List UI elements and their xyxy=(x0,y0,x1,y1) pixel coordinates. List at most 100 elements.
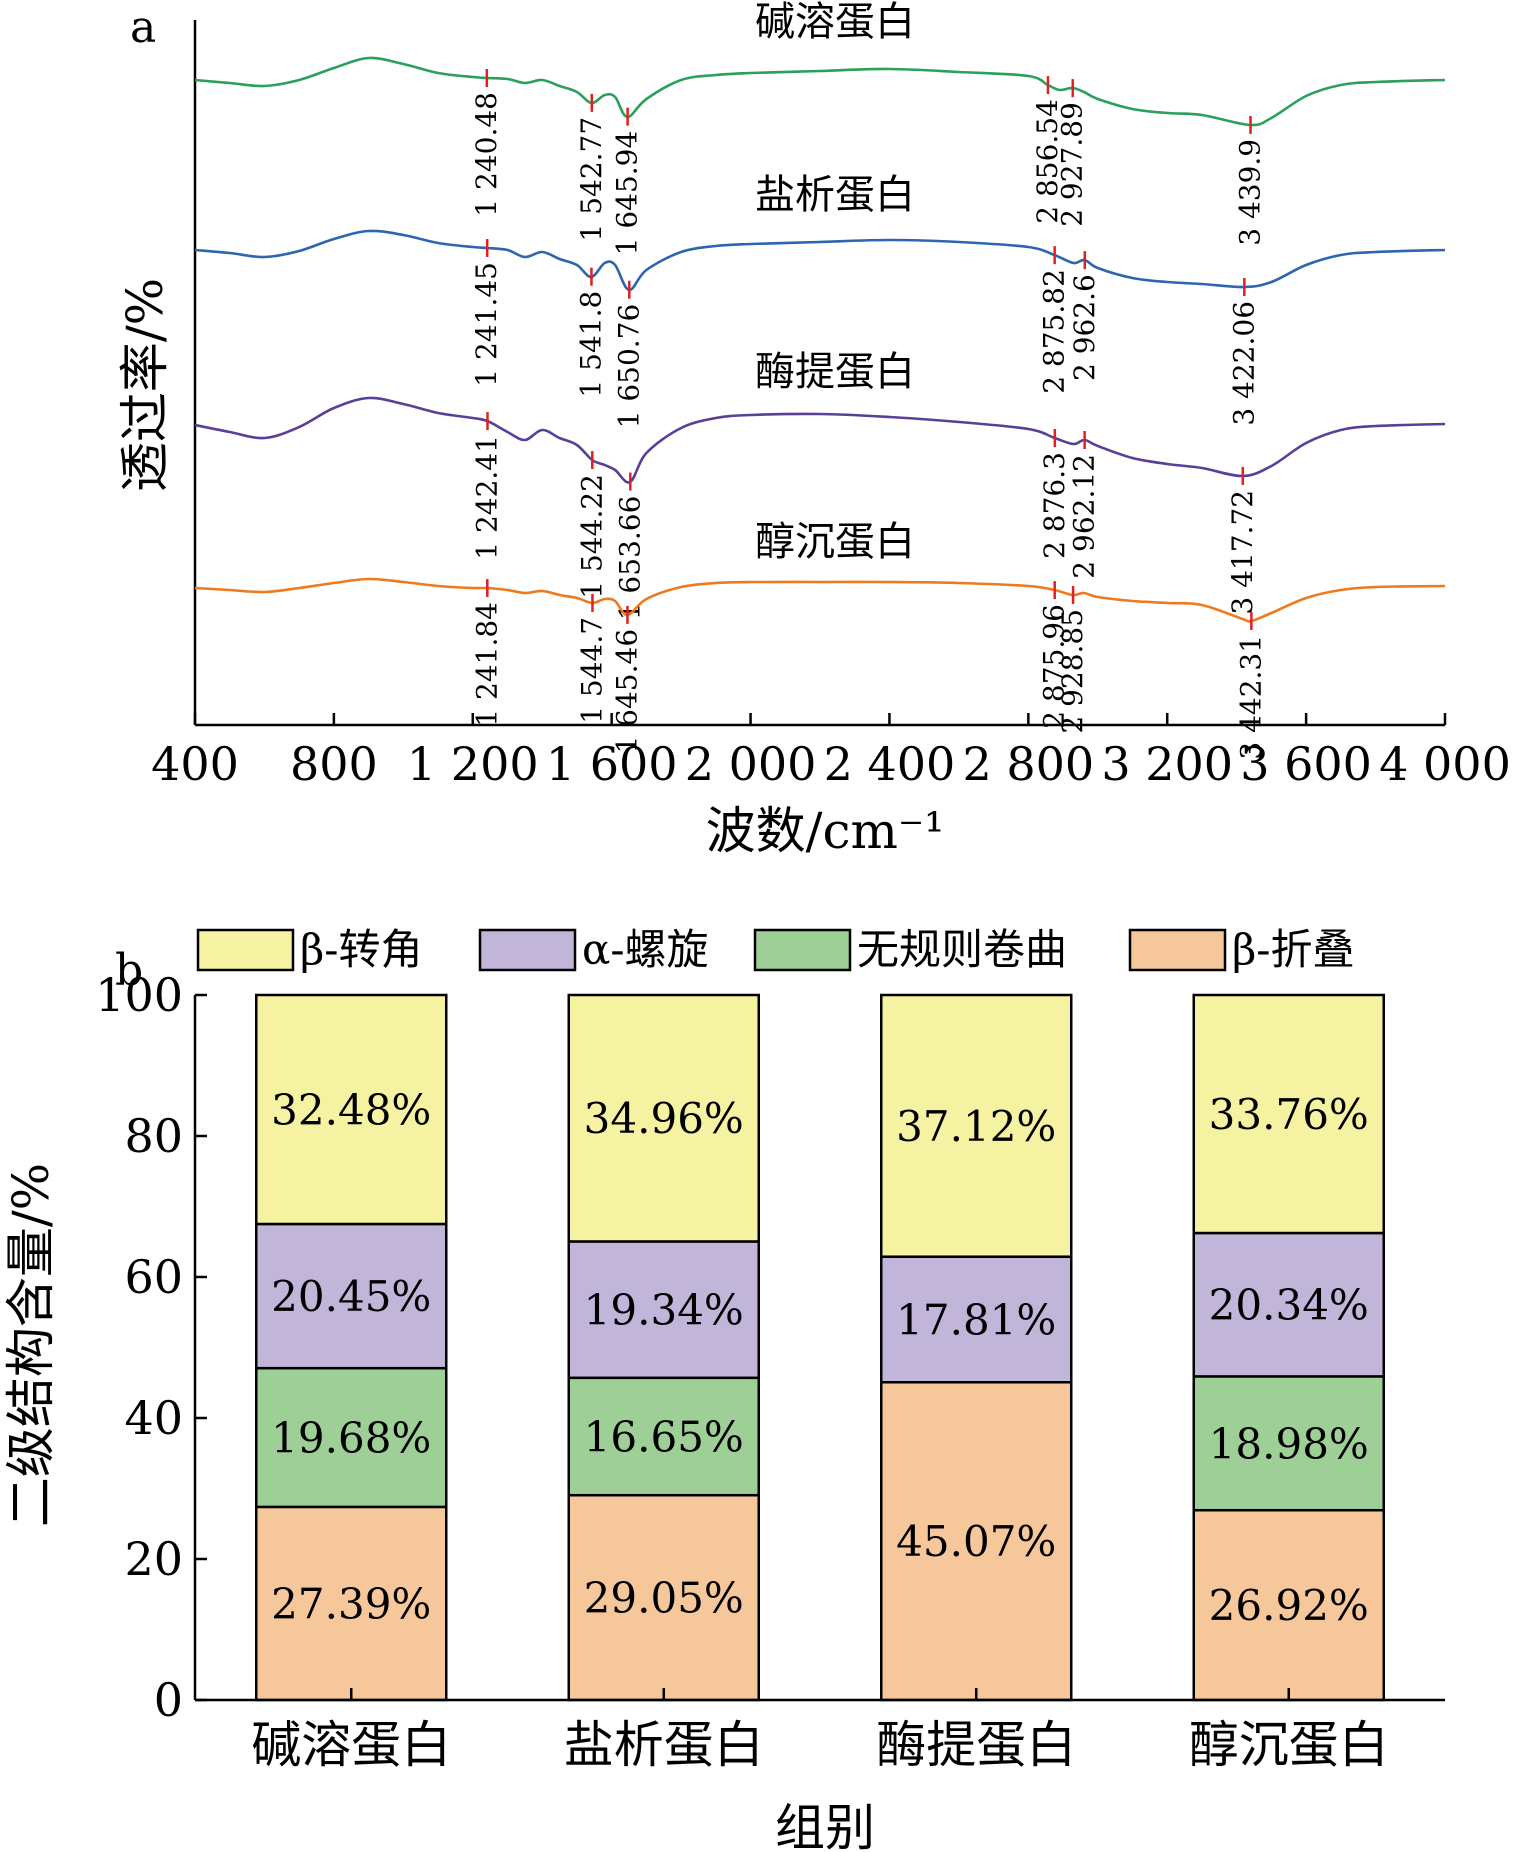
bar-stack-4: 26.92% 18.98% 20.34% 33.76% 醇沉蛋白 xyxy=(1189,993,1389,1774)
bar-segment xyxy=(1192,1508,1385,1702)
ftir-x-ticks: 400 800 1 200 1 600 2 000 2 400 2 800 3 200 3 60… xyxy=(151,713,1511,791)
ftir-x-tick-label: 400 xyxy=(151,737,239,791)
bar-value-label: 32.48% xyxy=(271,1085,431,1134)
legend-label: β-折叠 xyxy=(1232,925,1354,974)
legend-swatch xyxy=(478,928,577,972)
bar-y-axis-label: 二级结构含量/% xyxy=(2,1163,60,1527)
bar-segment xyxy=(255,1222,448,1370)
bar-y-tick-label: 0 xyxy=(154,1673,183,1727)
bar-y-tick-label: 80 xyxy=(124,1109,183,1163)
ftir-peak-label: 1 241.84 xyxy=(470,602,503,727)
bar-value-label: 45.07% xyxy=(896,1517,1056,1566)
ftir-peak-label: 2 927.89 xyxy=(1056,102,1089,227)
bar-segment xyxy=(880,1255,1073,1384)
ftir-peak-label: 1 240.48 xyxy=(470,92,503,217)
bar-stack-1: 27.39% 19.68% 20.45% 32.48% 碱溶蛋白 xyxy=(251,993,451,1774)
bar-y-tick-label: 60 xyxy=(124,1250,183,1304)
legend-label: β-转角 xyxy=(300,925,422,974)
bar-segment xyxy=(567,1376,760,1497)
ftir-peak-label: 1 645.46 xyxy=(610,629,643,754)
bar-value-label: 34.96% xyxy=(584,1094,744,1143)
ftir-peak-label: 2 875.82 xyxy=(1038,269,1071,394)
ftir-series-3: 酶提蛋白 1 242.41 1 544.22 1 653.66 2 876.32 962… xyxy=(194,349,1446,621)
ftir-peak-label: 1 542.77 xyxy=(575,117,608,242)
ftir-x-tick-label: 3 600 xyxy=(1240,737,1372,791)
ftir-peak-label: 2 928.85 xyxy=(1056,609,1089,734)
ftir-peak-label: 3 439.9 xyxy=(1234,139,1267,246)
bar-value-label: 17.81% xyxy=(896,1295,1056,1344)
ftir-peak-label: 2 856.54 xyxy=(1031,99,1064,224)
ftir-trace-line xyxy=(194,229,1446,292)
bar-y-tick-label: 40 xyxy=(124,1391,183,1445)
bar-segment xyxy=(567,993,760,1243)
ftir-series-2: 盐析蛋白 1 241.45 1 541.8 1 650.76 2 875.822 962… xyxy=(194,172,1446,429)
legend-label: 无规则卷曲 xyxy=(857,925,1067,974)
ftir-peak-label: 3 422.06 xyxy=(1227,301,1260,426)
ftir-trace-title: 酶提蛋白 xyxy=(755,349,915,395)
ftir-peak-label: 1 650.76 xyxy=(612,304,645,429)
ftir-x-tick-label: 3 200 xyxy=(1101,737,1233,791)
ftir-peak-label: 1 242.41 xyxy=(471,435,504,560)
bar-stack-3: 45.07% 17.81% 37.12% 酶提蛋白 xyxy=(876,993,1076,1774)
bar-value-label: 20.45% xyxy=(271,1272,431,1321)
legend-swatch xyxy=(196,928,295,972)
bar-stack-2: 29.05% 16.65% 19.34% 34.96% 盐析蛋白 xyxy=(564,993,764,1774)
bar-category-label: 盐析蛋白 xyxy=(564,1716,764,1774)
ftir-x-tick-label: 1 200 xyxy=(407,737,539,791)
ftir-y-axis-label: 透过率/% xyxy=(116,278,174,492)
bar-segment xyxy=(255,1366,448,1509)
bar-category-label: 醇沉蛋白 xyxy=(1189,1716,1389,1774)
bar-x-axis-label: 组别 xyxy=(775,1799,875,1852)
panel-label-b: b xyxy=(115,945,143,996)
stacked-bars: 27.39% 19.68% 20.45% 32.48% 碱溶蛋白 29.05% 16.65%… xyxy=(251,993,1389,1774)
ftir-peak-label: 1 653.66 xyxy=(613,496,646,621)
bar-value-label: 26.92% xyxy=(1209,1581,1369,1630)
ftir-trace-line xyxy=(194,396,1446,484)
ftir-trace-title: 醇沉蛋白 xyxy=(755,519,915,565)
bar-category-label: 碱溶蛋白 xyxy=(251,1716,451,1774)
bar-category-label: 酶提蛋白 xyxy=(876,1716,1076,1774)
ftir-peak-label: 3 442.31 xyxy=(1234,635,1267,760)
ftir-peak-label: 1 544.7 xyxy=(575,617,608,724)
panel-label-a: a xyxy=(130,2,156,53)
ftir-peak-label: 1 544.22 xyxy=(575,474,608,599)
bar-segment xyxy=(567,1240,760,1380)
bar-value-label: 18.98% xyxy=(1209,1419,1369,1468)
legend-label: α-螺旋 xyxy=(582,925,709,974)
legend-swatch xyxy=(753,928,852,972)
ftir-trace-title: 盐析蛋白 xyxy=(755,172,915,218)
ftir-series-4: 醇沉蛋白 1 241.84 1 544.7 1 645.46 2 875.962 928… xyxy=(194,519,1446,760)
ftir-trace-title: 碱溶蛋白 xyxy=(755,0,915,45)
bar-value-label: 19.68% xyxy=(271,1414,431,1463)
bar-y-tick-label: 20 xyxy=(124,1532,183,1586)
ftir-peak-label: 2 962.12 xyxy=(1068,454,1101,579)
ftir-x-axis-label: 波数/cm⁻¹ xyxy=(706,802,945,860)
ftir-peak-label: 1 645.94 xyxy=(611,131,644,256)
bar-value-label: 20.34% xyxy=(1209,1281,1369,1330)
ftir-axes xyxy=(193,20,1445,727)
bar-segment xyxy=(567,1493,760,1702)
bar-value-label: 33.76% xyxy=(1209,1090,1369,1139)
ftir-peak-label: 2 876.3 xyxy=(1038,452,1071,559)
ftir-x-tick-label: 2 800 xyxy=(962,737,1094,791)
ftir-peak-label: 1 541.8 xyxy=(574,291,607,398)
bar-segment xyxy=(1192,1375,1385,1512)
bar-y-tick-label: 100 xyxy=(95,968,183,1022)
bar-value-label: 29.05% xyxy=(584,1574,744,1623)
ftir-x-tick-label: 1 600 xyxy=(546,737,678,791)
bar-axes: 0 20 40 60 80 100 xyxy=(95,968,1445,1727)
ftir-peak-label: 3 417.72 xyxy=(1226,490,1259,615)
bar-segment xyxy=(1192,1231,1385,1378)
bar-legend: β-转角 α-螺旋 无规则卷曲 β-折叠 xyxy=(196,925,1354,974)
ftir-x-tick-label: 800 xyxy=(290,737,378,791)
bar-value-label: 19.34% xyxy=(584,1286,744,1335)
ftir-x-tick-label: 2 400 xyxy=(824,737,956,791)
ftir-trace-line xyxy=(194,577,1446,623)
secondary-structure-panel: b β-转角 α-螺旋 无规则卷曲 β-折叠 27.39% 19.68% 20.45% 32… xyxy=(2,925,1445,1852)
bar-value-label: 37.12% xyxy=(896,1102,1056,1151)
ftir-series-1: 碱溶蛋白 1 240.48 1 542.77 1 645.94 2 856.542 92… xyxy=(194,0,1446,256)
legend-swatch xyxy=(1128,928,1227,972)
bar-value-label: 16.65% xyxy=(584,1413,744,1462)
bar-segment xyxy=(880,993,1073,1258)
